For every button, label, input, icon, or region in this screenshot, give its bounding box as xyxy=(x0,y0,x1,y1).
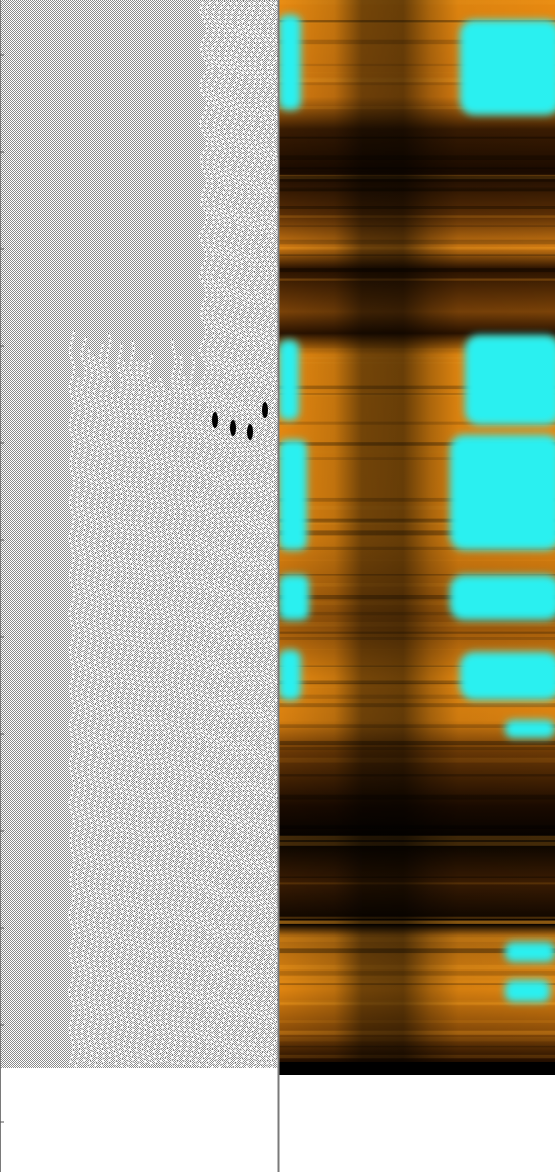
image-footer-band xyxy=(279,1062,555,1075)
wiggle-trace xyxy=(258,0,270,1069)
wiggle-trace xyxy=(176,353,184,1067)
wiggle-trace xyxy=(194,384,202,1065)
wiggle-trace xyxy=(86,347,94,1068)
wiggle-trace xyxy=(152,380,160,1065)
wiggle-trace xyxy=(216,0,228,1069)
wiggle-peak xyxy=(230,420,236,436)
image-panel xyxy=(279,0,555,1075)
wiggle-trace xyxy=(122,359,130,1068)
bright-zones xyxy=(279,15,555,1002)
bright-zone xyxy=(279,340,299,420)
bright-zone xyxy=(450,575,555,620)
wiggle-trace xyxy=(240,0,251,1069)
wiggle-trace xyxy=(146,352,154,1066)
edge-ticks xyxy=(0,54,4,1123)
wiggle-trace xyxy=(235,0,246,1069)
wiggle-trace xyxy=(105,332,112,1065)
bright-zone xyxy=(450,435,555,550)
wiggle-trace xyxy=(222,0,234,1069)
bright-zone xyxy=(505,980,550,1002)
wiggle-trace xyxy=(270,0,281,1069)
wiggle-trace xyxy=(188,354,196,1067)
bright-zone xyxy=(279,650,301,700)
wiggle-trace xyxy=(171,338,178,1067)
wiggle-trace xyxy=(253,0,263,1069)
wiggle-trace xyxy=(74,375,82,1068)
wiggle-trace xyxy=(98,342,106,1067)
wiggle-trace xyxy=(116,342,124,1067)
wiggle-trace xyxy=(110,387,117,1068)
bright-zone xyxy=(279,440,307,550)
wiggle-trace xyxy=(134,359,142,1068)
bright-zone xyxy=(279,15,301,110)
wiggle-trace xyxy=(247,0,257,1069)
wiggle-trace xyxy=(199,0,210,1069)
wiggle-trace xyxy=(204,0,216,1069)
bright-zone xyxy=(279,575,309,620)
wiggle-trace xyxy=(158,376,166,1065)
wiggle-trace xyxy=(228,0,240,1069)
wiggle-trace xyxy=(128,339,136,1065)
wiggle-trace xyxy=(264,0,275,1069)
bright-zone xyxy=(505,942,555,962)
wiggle-peak xyxy=(212,412,218,428)
bright-zone xyxy=(505,720,555,738)
bright-zone xyxy=(460,652,555,700)
bright-zone xyxy=(460,20,555,115)
wiggle-trace xyxy=(68,329,76,1067)
wiggle-trace xyxy=(80,336,87,1065)
wiggle-traces xyxy=(68,0,282,1069)
wiggle-peak xyxy=(262,402,268,418)
wiggle-trace xyxy=(164,388,171,1065)
wiggle-trace xyxy=(92,354,100,1067)
wiggle-trace xyxy=(182,374,190,1067)
wiggle-trace xyxy=(210,0,222,1069)
wiggle-peak xyxy=(247,424,253,440)
bright-zone xyxy=(465,335,555,425)
wiggle-trace xyxy=(141,360,148,1065)
